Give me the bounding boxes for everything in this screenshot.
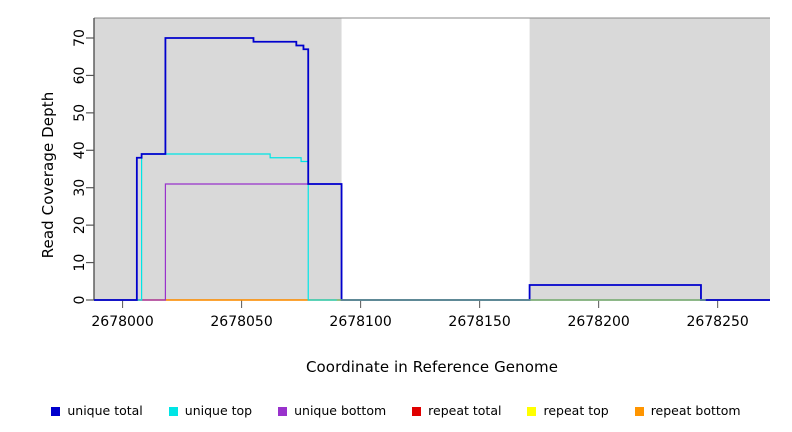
y-tick-label-0: 0 xyxy=(72,296,88,305)
legend-swatch-icon xyxy=(527,406,537,416)
legend-label: unique total xyxy=(67,402,143,418)
series-layer xyxy=(94,37,770,301)
x-tick-label-4: 2678200 xyxy=(567,314,629,330)
y-tick-label-6: 60 xyxy=(72,67,88,85)
legend-item-unique-total[interactable]: unique total xyxy=(51,402,143,418)
legend-swatch-icon xyxy=(634,406,644,416)
x-axis-title: Coordinate in Reference Genome xyxy=(305,358,559,376)
legend-label: repeat top xyxy=(543,402,609,418)
x-tick-label-0: 2678000 xyxy=(91,314,153,330)
legend-item-unique-top[interactable]: unique top xyxy=(168,402,253,418)
plot-canvas: 2678000 2678050 2678100 2678150 2678200 26782… xyxy=(72,17,770,330)
legend-label: repeat bottom xyxy=(650,402,741,418)
x-tick-label-5: 2678250 xyxy=(686,314,748,330)
y-tick-label-7: 70 xyxy=(72,29,88,47)
legend-item-repeat-total[interactable]: repeat total xyxy=(412,402,502,418)
chart-legend: unique total unique top unique bottom repea… xyxy=(0,396,792,426)
x-tick-label-1: 2678050 xyxy=(210,314,272,330)
y-tick-label-4: 40 xyxy=(72,141,88,159)
legend-swatch-icon xyxy=(168,406,178,416)
x-tick-label-3: 2678150 xyxy=(448,314,510,330)
y-tick-label-3: 30 xyxy=(72,179,88,197)
legend-label: unique bottom xyxy=(294,402,387,418)
legend-swatch-icon xyxy=(278,406,288,416)
y-axis-title: Read Coverage Depth xyxy=(39,91,57,259)
legend-item-unique-bottom[interactable]: unique bottom xyxy=(278,402,387,418)
legend-item-repeat-top[interactable]: repeat top xyxy=(527,402,609,418)
y-tick-label-2: 20 xyxy=(72,216,88,234)
series-line-unique-top xyxy=(94,153,770,301)
legend-label: repeat total xyxy=(428,402,502,418)
series-line-unique-total xyxy=(94,37,770,301)
x-tick-label-2: 2678100 xyxy=(329,314,391,330)
y-tick-label-5: 50 xyxy=(72,104,88,122)
shaded-region-0 xyxy=(94,18,342,300)
tick-label-layer: 2678000 2678050 2678100 2678150 2678200 26782… xyxy=(72,29,749,330)
legend-label: unique top xyxy=(184,402,253,418)
shaded-region-layer xyxy=(94,18,770,300)
shaded-region-1 xyxy=(529,18,770,300)
legend-swatch-icon xyxy=(412,406,422,416)
legend-swatch-icon xyxy=(51,406,61,416)
y-tick-label-1: 10 xyxy=(72,254,88,272)
coverage-plot-figure: 2678000 2678050 2678100 2678150 2678200 26782… xyxy=(39,17,770,376)
legend-item-repeat-bottom[interactable]: repeat bottom xyxy=(634,402,741,418)
